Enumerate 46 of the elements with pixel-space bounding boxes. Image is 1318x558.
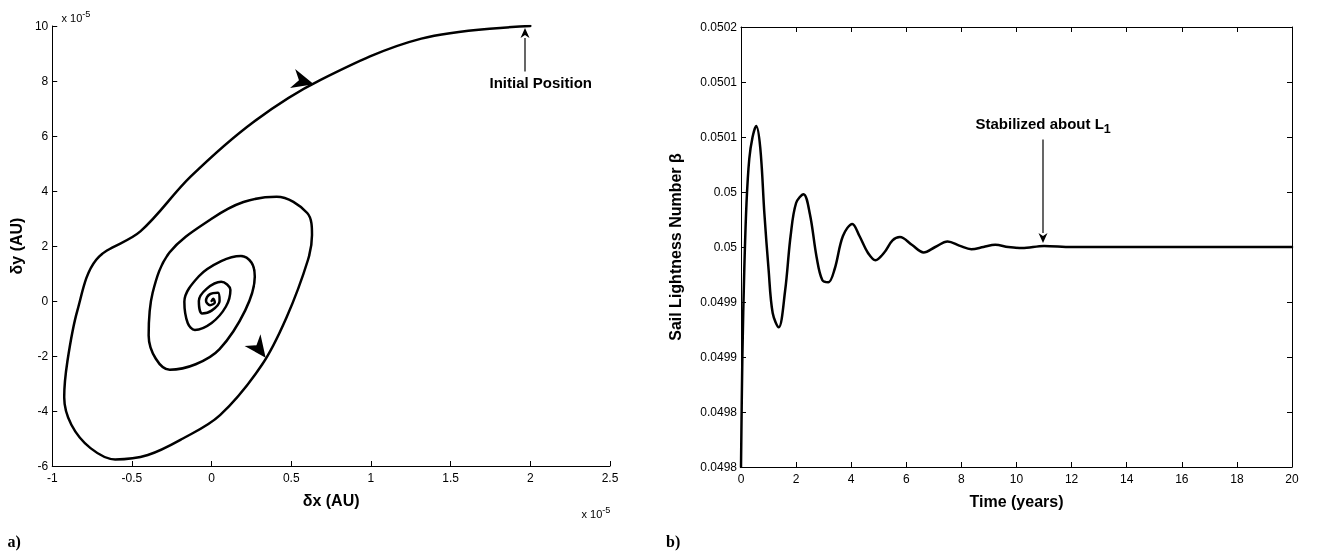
y-tick-label: 0.05 [713, 185, 738, 199]
text: a) [7, 533, 21, 551]
x-tick-label: 6 [902, 472, 910, 486]
y-tick-label: -4 [37, 404, 49, 418]
y-tick-label: -2 [37, 349, 49, 363]
y-tick-label: 0.0498 [700, 460, 738, 474]
text: x 10$^{-5}$ [61, 8, 91, 24]
y-tick-label: 0.0498 [700, 405, 738, 419]
x-tick-label: 2 [526, 471, 534, 485]
y-tick-label: 6 [41, 129, 49, 143]
y-tick-label: 0.0501 [700, 75, 738, 89]
y-tick-label: 0 [41, 294, 49, 308]
y-axis-title: δy (AU) [7, 217, 25, 275]
y-tick-label: 0.0501 [700, 130, 738, 144]
x-tick-label: 10 [1009, 472, 1024, 486]
y-tick-label: 2 [41, 239, 49, 253]
annotation: Stabilized about L$_{1}$ [975, 114, 1111, 136]
x-tick-label: 2.5 [601, 471, 619, 485]
x-tick-label: 1 [367, 471, 375, 485]
text: x 10$^{-5}$ [581, 504, 611, 520]
y-tick-label: 4 [41, 184, 49, 198]
x-tick-label: 20 [1285, 472, 1299, 486]
y-tick-label: 0.05 [713, 240, 738, 254]
y-tick-label: 0.0502 [700, 20, 738, 34]
x-tick-label: 0 [208, 471, 216, 485]
x-tick-label: 18 [1230, 472, 1244, 486]
y-tick-label: -6 [37, 459, 49, 473]
x-tick-label: 14 [1120, 472, 1134, 486]
x-tick-label: 0.5 [282, 471, 300, 485]
y-tick-label: 10 [34, 19, 49, 33]
y-tick-label: 0.0499 [700, 295, 738, 309]
y-tick-label: 8 [41, 74, 49, 88]
x-tick-label: 1.5 [442, 471, 460, 485]
x-tick-label: 16 [1175, 472, 1189, 486]
x-tick-label: 12 [1064, 472, 1079, 486]
x-tick-label: -1 [46, 471, 58, 485]
x-tick-label: 4 [847, 472, 855, 486]
y-tick-label: 0.0499 [700, 350, 738, 364]
x-axis-title: Time (years) [969, 492, 1064, 510]
x-tick-label: 2 [792, 472, 800, 486]
y-axis-title: Sail Lightness Number β [666, 152, 684, 341]
x-tick-label: -0.5 [121, 471, 143, 485]
x-axis-title: δx (AU) [302, 491, 360, 509]
x-tick-label: 8 [958, 472, 966, 486]
text: b) [666, 533, 681, 551]
annotation: Initial Position [489, 73, 593, 91]
